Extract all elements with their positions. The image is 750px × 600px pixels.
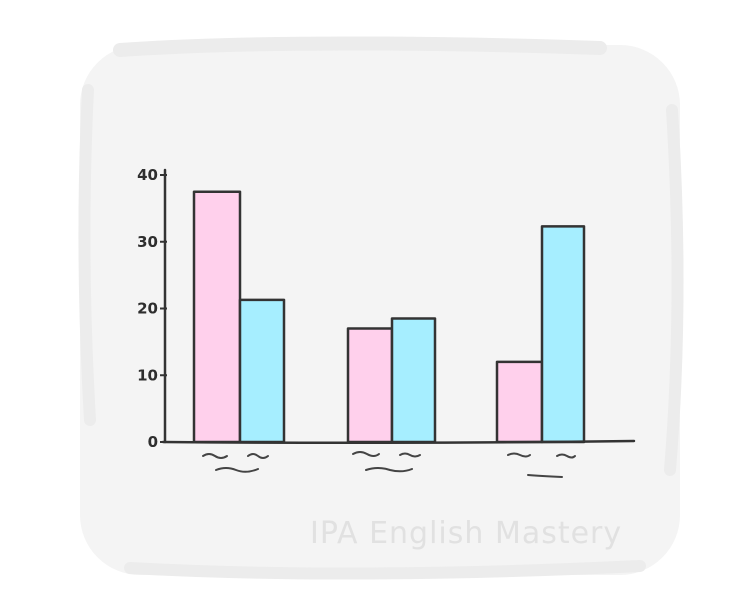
bar-series-2-group-2 [390,317,437,444]
axes [161,168,636,445]
y-tick-label-10: 10 [137,366,158,384]
watermark-text: IPA English Mastery [310,516,623,551]
category-squiggles [202,451,576,478]
x-axis-line [161,439,636,445]
bar-series-2-group-3 [540,225,586,444]
y-tick-label-0: 0 [148,433,158,451]
bar-series-1-group-3 [495,360,544,444]
y-tick-label-20: 20 [137,300,158,318]
bars-layer [192,190,586,444]
chart-backdrop [78,36,684,580]
y-ticks: 0 10 20 30 40 [137,166,167,451]
category-squiggle-2 [352,451,421,473]
bar-series-1-group-1 [192,190,242,444]
y-tick-label-40: 40 [137,166,158,184]
y-tick-label-30: 30 [137,233,158,251]
category-squiggle-3 [507,452,576,478]
bar-series-2-group-1 [238,298,286,444]
bar-series-1-group-2 [346,327,394,444]
category-squiggle-1 [202,453,269,473]
